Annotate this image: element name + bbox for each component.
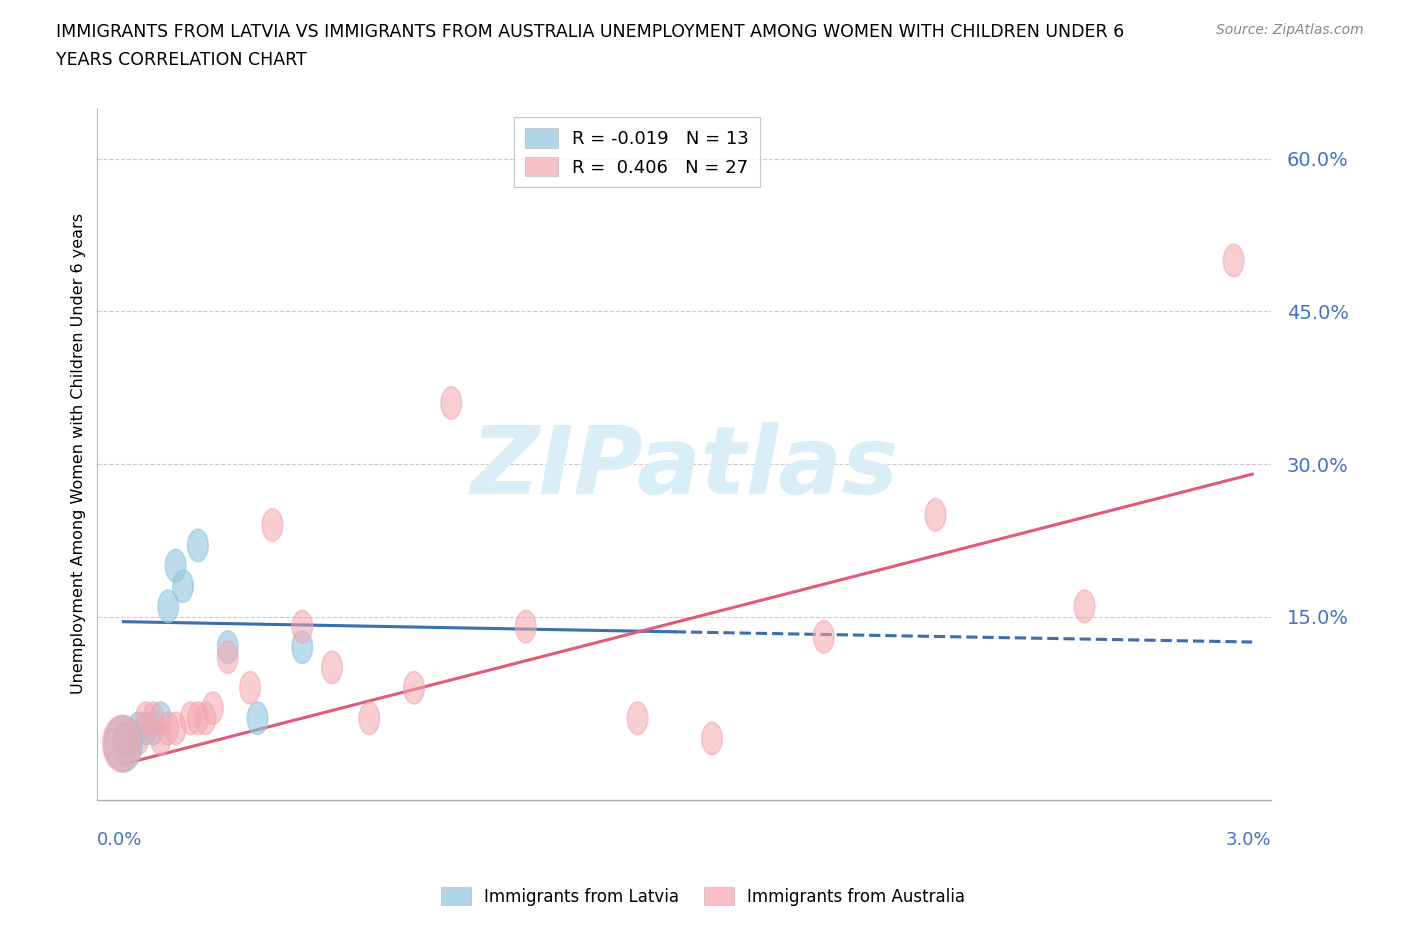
Ellipse shape	[359, 702, 380, 735]
Ellipse shape	[814, 620, 834, 653]
Ellipse shape	[240, 671, 260, 704]
Ellipse shape	[180, 702, 201, 735]
Ellipse shape	[114, 733, 134, 765]
Text: IMMIGRANTS FROM LATVIA VS IMMIGRANTS FROM AUSTRALIA UNEMPLOYMENT AMONG WOMEN WIT: IMMIGRANTS FROM LATVIA VS IMMIGRANTS FRO…	[56, 23, 1125, 41]
Ellipse shape	[187, 529, 208, 562]
Legend: Immigrants from Latvia, Immigrants from Australia: Immigrants from Latvia, Immigrants from …	[434, 881, 972, 912]
Ellipse shape	[247, 702, 267, 735]
Ellipse shape	[166, 712, 186, 745]
Ellipse shape	[195, 702, 215, 735]
Text: YEARS CORRELATION CHART: YEARS CORRELATION CHART	[56, 51, 307, 69]
Ellipse shape	[262, 509, 283, 541]
Ellipse shape	[627, 702, 648, 735]
Ellipse shape	[105, 716, 142, 772]
Ellipse shape	[143, 712, 163, 745]
Ellipse shape	[292, 631, 312, 663]
Ellipse shape	[157, 712, 179, 745]
Ellipse shape	[322, 651, 342, 684]
Text: 0.0%: 0.0%	[97, 830, 143, 849]
Ellipse shape	[121, 723, 141, 755]
Ellipse shape	[516, 610, 536, 643]
Legend: R = -0.019   N = 13, R =  0.406   N = 27: R = -0.019 N = 13, R = 0.406 N = 27	[515, 117, 759, 188]
Ellipse shape	[157, 591, 179, 623]
Ellipse shape	[202, 692, 224, 724]
Text: ZIPatlas: ZIPatlas	[470, 421, 898, 513]
Ellipse shape	[150, 723, 172, 755]
Ellipse shape	[218, 631, 238, 663]
Ellipse shape	[128, 723, 149, 755]
Text: Source: ZipAtlas.com: Source: ZipAtlas.com	[1216, 23, 1364, 37]
Ellipse shape	[702, 723, 723, 755]
Ellipse shape	[404, 671, 425, 704]
Ellipse shape	[218, 641, 238, 673]
Ellipse shape	[925, 498, 946, 531]
Ellipse shape	[166, 550, 186, 582]
Ellipse shape	[128, 712, 149, 745]
Ellipse shape	[1223, 245, 1244, 277]
Ellipse shape	[292, 610, 312, 643]
Ellipse shape	[1074, 591, 1095, 623]
Text: 3.0%: 3.0%	[1225, 830, 1271, 849]
Ellipse shape	[143, 702, 163, 735]
Y-axis label: Unemployment Among Women with Children Under 6 years: Unemployment Among Women with Children U…	[72, 213, 86, 695]
Ellipse shape	[187, 702, 208, 735]
Ellipse shape	[135, 702, 156, 735]
Ellipse shape	[114, 723, 134, 755]
Ellipse shape	[135, 712, 156, 745]
Ellipse shape	[173, 570, 193, 603]
Ellipse shape	[103, 716, 141, 772]
Ellipse shape	[121, 723, 141, 755]
Ellipse shape	[150, 702, 172, 735]
Ellipse shape	[441, 387, 461, 419]
